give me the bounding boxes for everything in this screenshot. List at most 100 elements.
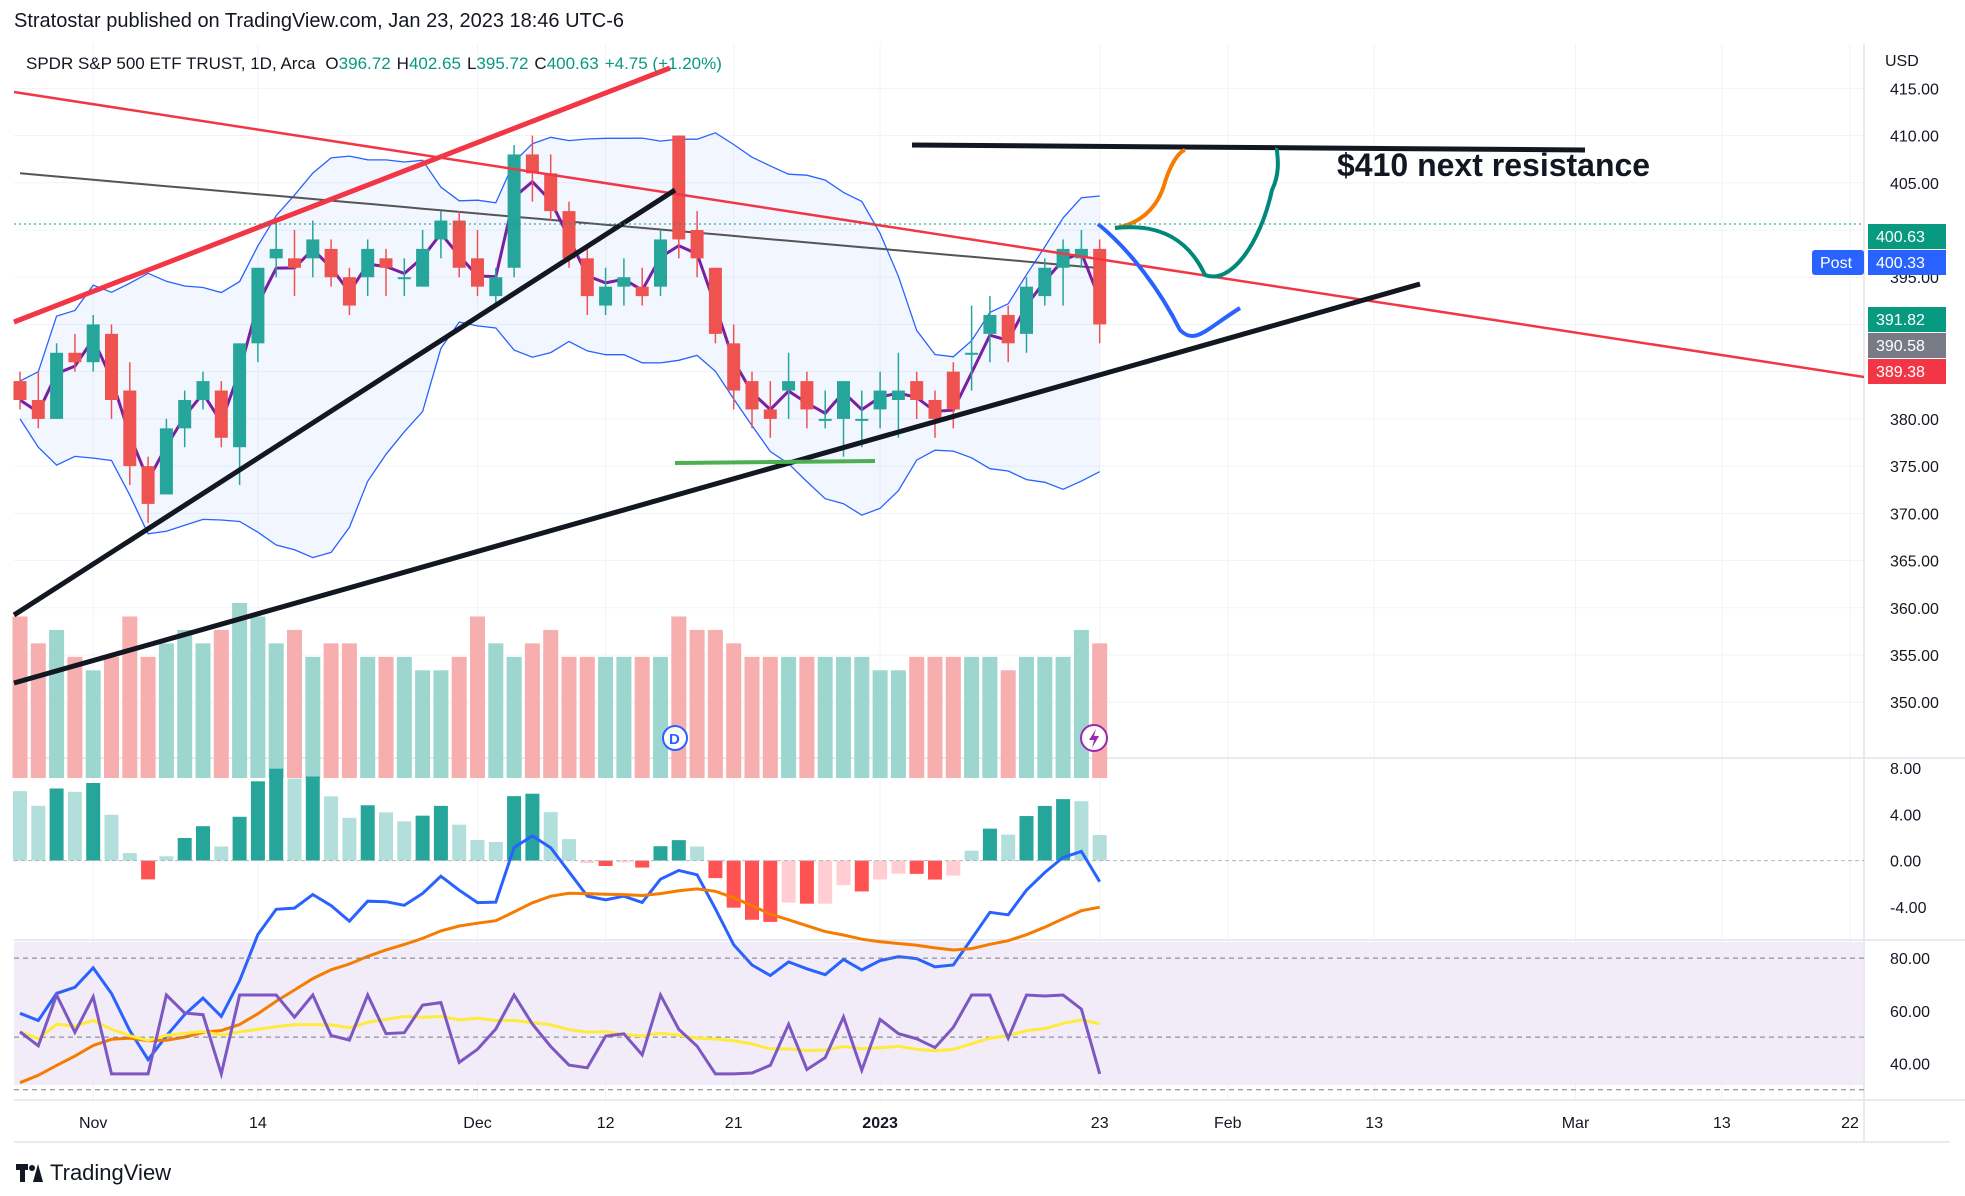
dividend-marker[interactable]: D: [662, 725, 688, 751]
svg-text:400.33: 400.33: [1876, 255, 1925, 272]
price-tag: 390.58: [1868, 333, 1946, 358]
macd-histogram-bar: [1092, 835, 1107, 861]
time-tick-label: 23: [1091, 1115, 1109, 1132]
candle: [654, 230, 667, 297]
candle: [727, 324, 741, 410]
volume-bar: [140, 656, 156, 778]
price-tick-label: 405.00: [1890, 176, 1939, 193]
scenario-blue: [1096, 222, 1242, 338]
price-tick-label: 370.00: [1890, 506, 1939, 523]
rising-black-trendline-1: [12, 187, 677, 618]
price-tick-label: 410.00: [1890, 129, 1939, 146]
candle: [379, 248, 393, 297]
candle: [86, 315, 100, 372]
time-tick-label: 14: [249, 1115, 267, 1132]
volume-bar: [1073, 629, 1089, 778]
time-tick-label: Dec: [463, 1115, 491, 1132]
price-tick-label: 355.00: [1890, 648, 1939, 665]
volume-bar: [744, 656, 760, 778]
macd-histogram-bar: [982, 828, 997, 861]
macd-tick-label: 8.00: [1890, 761, 1921, 778]
price-tick-label: 380.00: [1890, 412, 1939, 429]
candle: [690, 211, 704, 278]
trendline-drawings: [12, 65, 1865, 686]
macd-histogram-bar: [360, 805, 375, 861]
candle: [855, 390, 869, 448]
time-tick-label: 13: [1365, 1115, 1383, 1132]
volume-bar: [305, 656, 321, 778]
candle: [214, 381, 228, 448]
macd-histogram-bar: [452, 824, 467, 861]
macd-histogram-bar: [799, 860, 814, 904]
macd-histogram-bar: [214, 846, 229, 861]
volume-bar: [872, 670, 888, 778]
macd-histogram-bar: [946, 860, 961, 876]
macd-histogram-bar: [836, 860, 851, 886]
macd-tick-label: -4.00: [1890, 900, 1927, 917]
macd-histogram-bar: [86, 783, 101, 861]
volume-bar: [378, 656, 394, 778]
macd-histogram-bar: [324, 796, 339, 861]
time-tick-label: 22: [1841, 1115, 1859, 1132]
price-tag: 389.38: [1868, 359, 1946, 384]
candle: [434, 211, 448, 259]
rsi-tick-label: 40.00: [1890, 1056, 1930, 1073]
candle: [837, 381, 850, 457]
scenario-teal: [1114, 147, 1280, 279]
candle: [178, 390, 192, 448]
macd-histogram-bar: [287, 778, 302, 861]
upper-red-trendline: [13, 65, 671, 325]
tradingview-logo[interactable]: TradingView: [16, 1160, 171, 1186]
macd-histogram-bar: [397, 821, 412, 861]
macd-histogram-bar: [543, 812, 558, 861]
macd-histogram-bar: [177, 837, 192, 861]
macd-histogram-bar: [818, 860, 833, 904]
candle: [599, 267, 613, 315]
volume-bar: [287, 629, 302, 778]
macd-histogram-bar: [141, 860, 156, 880]
volume-bar: [561, 656, 577, 778]
volume-bar: [579, 656, 595, 778]
macd-histogram-bar: [250, 781, 265, 861]
macd-pane: [13, 768, 1864, 1085]
macd-histogram-bar: [488, 841, 503, 861]
candle: [1038, 258, 1052, 306]
macd-histogram-bar: [49, 788, 64, 861]
ohlc-legend: SPDR S&P 500 ETF TRUST, 1D, Arca O396.72 H…: [26, 54, 722, 73]
volume-bar: [1019, 656, 1034, 778]
volume-bar: [122, 616, 138, 778]
candle: [489, 267, 503, 306]
volume-bar: [890, 670, 906, 778]
volume-bar: [982, 656, 998, 778]
resistance-annotation: $410 next resistance: [1337, 147, 1650, 183]
volume-bar: [927, 656, 943, 778]
macd-histogram-bar: [415, 815, 430, 861]
time-axis[interactable]: Nov 14 Dec 12 21 2023 23 Feb 13 Mar 13 22: [79, 1115, 1859, 1132]
candle: [617, 258, 631, 306]
lightning-icon[interactable]: [1080, 724, 1108, 752]
bb-upper: [19, 132, 1100, 382]
candle: [763, 381, 777, 438]
macd-histogram-bar: [1037, 805, 1052, 861]
svg-text:391.82: 391.82: [1876, 312, 1925, 329]
candle: [1074, 230, 1088, 268]
volume-bar: [1037, 656, 1053, 778]
candle: [324, 239, 338, 287]
volume-bar: [781, 656, 797, 778]
rsi-pane: [14, 957, 1864, 1091]
macd-histogram-bar: [305, 776, 320, 861]
candle: [416, 230, 430, 287]
macd-histogram-bar: [379, 812, 393, 861]
volume-bar: [634, 656, 650, 778]
candle: [105, 324, 118, 419]
macd-line: [19, 834, 1101, 1063]
rising-black-trendline-2: [13, 281, 1421, 686]
publisher-credit: Stratostar published on TradingView.com,…: [14, 10, 624, 32]
candle: [544, 154, 558, 221]
macd-histogram-bar: [854, 860, 869, 892]
volume-bar: [250, 616, 266, 778]
volume-bar: [49, 629, 65, 778]
rsi-moving-average: [19, 1014, 1101, 1053]
rsi-tick-label: 80.00: [1890, 951, 1930, 968]
